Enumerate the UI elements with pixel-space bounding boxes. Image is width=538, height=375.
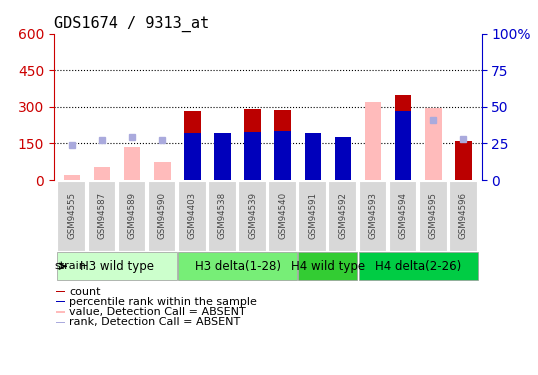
Text: H3 delta(1-28): H3 delta(1-28) (195, 260, 280, 273)
Text: GSM94595: GSM94595 (429, 192, 438, 239)
Text: strain: strain (55, 261, 87, 271)
FancyBboxPatch shape (359, 181, 386, 250)
Text: GSM94539: GSM94539 (248, 192, 257, 239)
FancyBboxPatch shape (449, 181, 477, 250)
Bar (63, 175, 80, 180)
Bar (305, 136, 321, 180)
Bar (94, 166, 110, 180)
Bar (455, 141, 472, 180)
Bar (365, 102, 381, 180)
Text: value, Detection Call = ABSENT: value, Detection Call = ABSENT (69, 307, 246, 317)
Text: GSM94589: GSM94589 (128, 192, 137, 239)
Text: GSM94594: GSM94594 (399, 192, 408, 239)
Bar (305, 133, 321, 180)
Text: GDS1674 / 9313_at: GDS1674 / 9313_at (54, 16, 209, 32)
FancyBboxPatch shape (118, 181, 145, 250)
FancyBboxPatch shape (88, 181, 115, 250)
Bar (184, 111, 201, 180)
Text: GSM94555: GSM94555 (67, 192, 76, 239)
Bar (56, 291, 65, 292)
Text: GSM94540: GSM94540 (278, 192, 287, 239)
Text: H4 wild type: H4 wild type (291, 260, 365, 273)
Bar (395, 95, 412, 180)
Bar (124, 147, 140, 180)
FancyBboxPatch shape (299, 252, 357, 280)
Text: GSM94591: GSM94591 (308, 192, 317, 239)
Text: GSM94590: GSM94590 (158, 192, 167, 239)
FancyBboxPatch shape (238, 181, 266, 250)
Text: GSM94592: GSM94592 (338, 192, 348, 239)
Bar (274, 131, 291, 180)
Bar (274, 110, 291, 180)
Bar (395, 111, 412, 180)
Bar (244, 110, 261, 180)
FancyBboxPatch shape (58, 181, 85, 250)
FancyBboxPatch shape (329, 181, 356, 250)
FancyBboxPatch shape (268, 181, 296, 250)
Text: GSM94596: GSM94596 (459, 192, 468, 239)
Bar (184, 133, 201, 180)
FancyBboxPatch shape (359, 252, 478, 280)
FancyBboxPatch shape (148, 181, 175, 250)
Bar (335, 137, 351, 180)
Text: GSM94403: GSM94403 (188, 192, 197, 239)
Bar (244, 132, 261, 180)
Bar (214, 133, 231, 180)
Text: percentile rank within the sample: percentile rank within the sample (69, 297, 257, 307)
Bar (425, 108, 442, 180)
FancyBboxPatch shape (419, 181, 447, 250)
Text: H4 delta(2-26): H4 delta(2-26) (375, 260, 462, 273)
FancyBboxPatch shape (178, 252, 297, 280)
Text: count: count (69, 287, 101, 297)
Text: H3 wild type: H3 wild type (80, 260, 154, 273)
Bar (335, 140, 351, 180)
Bar (154, 162, 171, 180)
Text: rank, Detection Call = ABSENT: rank, Detection Call = ABSENT (69, 317, 240, 327)
FancyBboxPatch shape (208, 181, 236, 250)
FancyBboxPatch shape (178, 181, 206, 250)
Text: GSM94587: GSM94587 (97, 192, 107, 239)
FancyBboxPatch shape (389, 181, 416, 250)
FancyBboxPatch shape (299, 181, 326, 250)
Text: GSM94593: GSM94593 (369, 192, 378, 239)
Text: GSM94538: GSM94538 (218, 192, 227, 239)
Bar (214, 137, 231, 180)
FancyBboxPatch shape (58, 252, 176, 280)
